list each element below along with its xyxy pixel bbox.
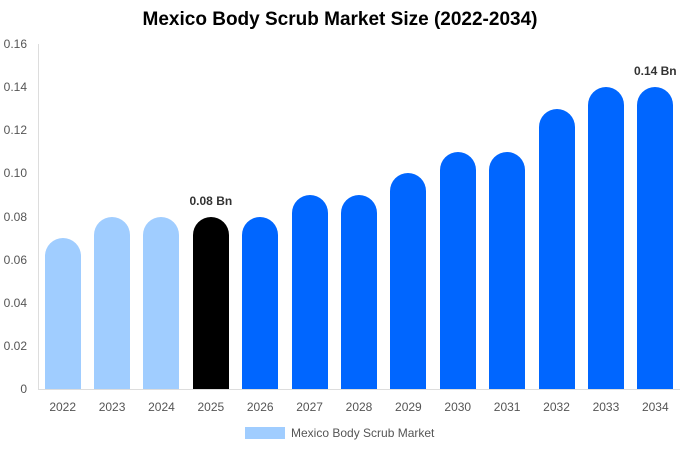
bar-2034[interactable] [637,87,674,389]
x-tick-label: 2027 [296,400,323,414]
bar-2026[interactable] [242,216,279,389]
x-tick-label: 2033 [592,400,620,414]
y-tick-label: 0.08 [3,209,27,224]
x-tick-label: 2024 [148,400,175,414]
y-tick-label: 0.14 [3,80,27,95]
x-tick-label: 2034 [641,400,669,414]
x-tick-label: 2028 [345,400,373,414]
x-tick-label: 2031 [493,400,521,414]
bar-2023[interactable] [94,216,131,389]
bar-2029[interactable] [390,173,427,389]
y-tick-label: 0.16 [3,37,27,51]
data-label: 0.14 Bn [633,64,677,79]
bar-2032[interactable] [538,108,575,389]
x-tick-label: 2026 [246,400,274,414]
bar-2033[interactable] [587,87,624,389]
y-tick-label: 0 [20,382,27,396]
bar-2028[interactable] [341,194,377,389]
x-axis-line [38,389,680,390]
y-tick-label: 0.02 [3,338,27,353]
x-tick-label: 2023 [98,400,126,414]
bar-2030[interactable] [439,151,476,389]
x-tick-label: 2030 [444,400,472,414]
legend[interactable]: Mexico Body Scrub Market [245,426,434,440]
bar-2024[interactable] [143,216,180,389]
bar-2027[interactable] [291,194,328,389]
legend-label: Mexico Body Scrub Market [291,426,435,440]
y-tick-label: 0.04 [3,295,27,310]
data-label: 0.08 Bn [189,193,233,208]
bar-2031[interactable] [489,151,526,389]
chart-title: Mexico Body Scrub Market Size (2022-2034… [142,9,538,30]
y-axis-line [38,44,39,390]
y-tick-label: 0.12 [3,123,27,138]
x-tick-label: 2032 [543,400,570,414]
bar-2022[interactable] [44,238,81,389]
x-tick-label: 2029 [395,400,422,414]
y-tick-label: 0.06 [3,252,27,267]
x-tick-label: 2025 [197,400,225,414]
y-tick-label: 0.10 [3,166,27,181]
x-tick-label: 2022 [49,400,77,414]
bar-2025[interactable] [192,216,229,389]
legend-swatch [245,427,285,439]
